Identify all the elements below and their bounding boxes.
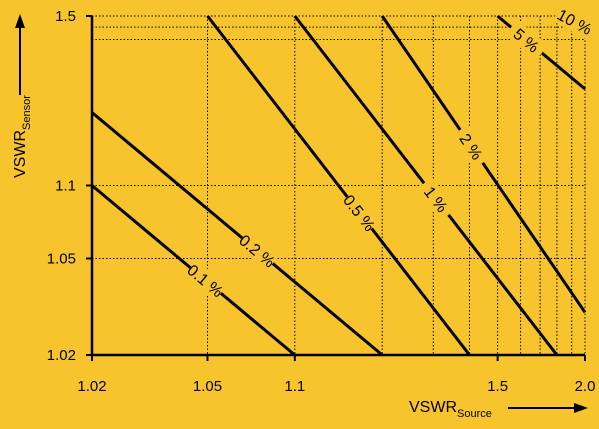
- curve-labels: 0.1 %0.2 %0.5 % 1 %2 %5 %10 %: [183, 3, 598, 301]
- curve-label-bg: [504, 19, 549, 61]
- curve-label-bg: [416, 177, 457, 222]
- curve-label-bg: [183, 259, 228, 301]
- curve-label-bg: [451, 124, 491, 169]
- y-tick-label: 1.1: [55, 178, 76, 195]
- x-tick-label: 1.02: [77, 378, 106, 395]
- curve-label-group: 2 %: [451, 124, 491, 169]
- y-tick-label: 1.05: [47, 250, 76, 267]
- curve-label-group: 10 %: [552, 3, 598, 40]
- curve-1: [91, 111, 384, 357]
- x-axis-title-main: VSWR: [409, 399, 457, 416]
- svg-text:VSWRSource: VSWRSource: [409, 399, 492, 420]
- y-tick-label: 1.02: [47, 347, 76, 364]
- x-tick-label: 2.0: [575, 378, 596, 395]
- y-axis-arrowhead: [15, 14, 25, 28]
- grid: [92, 15, 586, 355]
- curve-4: [380, 15, 587, 314]
- y-axis-title-sub: Sensor: [21, 95, 33, 130]
- x-tick-label: 1.5: [487, 378, 508, 395]
- x-axis-arrowhead: [574, 403, 588, 413]
- x-tick-label: 1.1: [284, 378, 305, 395]
- curve-label-bg: [339, 190, 380, 235]
- curve-label-group: 0.5 %: [339, 190, 380, 235]
- curve-label-group: 1 %: [416, 177, 457, 222]
- x-axis-title-sub: Source: [457, 408, 492, 420]
- y-axis-title-main: VSWR: [12, 130, 29, 178]
- y-axis-title: VSWRSensor: [12, 14, 33, 178]
- y-tick-label: 1.5: [55, 8, 76, 25]
- curve-label-bg: [552, 3, 598, 40]
- curve-label-bg: [235, 230, 280, 272]
- x-tick-label: 1.05: [193, 378, 222, 395]
- curve-2: [206, 15, 471, 356]
- tick-labels: 1.02 1.05 1.1 1.5 2.0 1.02 1.05 1.1 1.5: [47, 8, 596, 395]
- svg-text:VSWRSensor: VSWRSensor: [12, 95, 33, 178]
- x-axis-title: VSWRSource: [409, 399, 588, 420]
